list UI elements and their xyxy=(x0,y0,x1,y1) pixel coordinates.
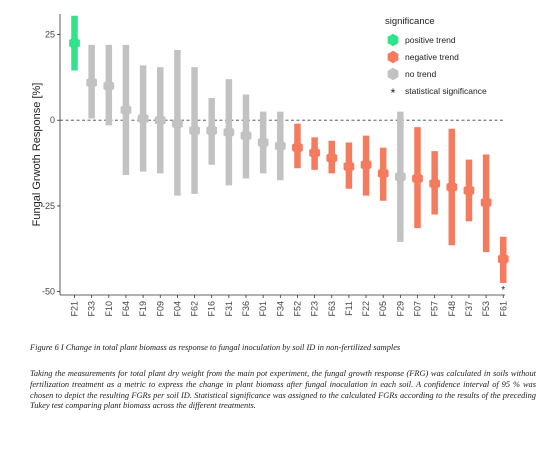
fgr-point-f21 xyxy=(69,36,80,50)
y-tick-label: -25 xyxy=(42,201,55,211)
fgr-point-f36 xyxy=(240,129,252,142)
fgr-point-f22 xyxy=(360,158,372,171)
x-tick-label: F62 xyxy=(190,301,200,317)
x-tick-label: F05 xyxy=(378,301,388,317)
fgr-point-f09 xyxy=(154,114,166,127)
fgr-point-f10 xyxy=(103,79,115,93)
plot-area: 25 0 -25 -50 Fungal Grwoth Response [%] F21 F3… xyxy=(31,14,509,317)
fgr-point-f48 xyxy=(446,180,458,194)
fgr-point-f33 xyxy=(86,76,98,89)
legend-label-positive: positive trend xyxy=(405,35,456,45)
legend: significance positive trend negative trend… xyxy=(385,16,487,100)
legend-label-negative: negative trend xyxy=(405,52,459,62)
legend-key-positive xyxy=(387,33,399,47)
fgr-point-f07 xyxy=(412,172,423,185)
x-tick-label: F34 xyxy=(275,301,285,317)
y-tick-label: 25 xyxy=(45,30,55,40)
legend-key-negative xyxy=(387,50,399,64)
fgr-point-f57 xyxy=(429,177,441,190)
x-tick-label: F22 xyxy=(361,301,371,317)
x-tick-label: F21 xyxy=(70,301,80,317)
x-tick-label: F52 xyxy=(292,301,302,317)
fgr-point-f62 xyxy=(189,124,200,137)
legend-label-significant: statistical significance xyxy=(405,86,487,96)
y-tick-label: 0 xyxy=(50,115,55,125)
x-tick-label: F19 xyxy=(138,301,148,317)
x-tick-label: F11 xyxy=(344,301,354,316)
fgr-point-f63 xyxy=(326,151,338,165)
significance-star: * xyxy=(501,285,505,296)
figure-caption-body: Taking the measurements for total plant … xyxy=(30,369,536,411)
y-axis-title: Fungal Grwoth Response [%] xyxy=(31,83,43,227)
legend-title: significance xyxy=(385,16,435,27)
x-tick-label: F23 xyxy=(310,301,320,317)
x-tick-label: F31 xyxy=(224,301,234,317)
fgr-point-f61 xyxy=(497,252,509,266)
fgr-point-f31 xyxy=(223,126,235,139)
x-tick-label: F48 xyxy=(447,301,457,317)
x-tick-label: F64 xyxy=(121,301,131,317)
x-tick-label: F09 xyxy=(155,301,165,317)
fgr-point-f53 xyxy=(480,196,492,209)
x-tick-label: F57 xyxy=(430,301,440,317)
fgr-point-f37 xyxy=(463,184,475,197)
fgr-point-f11 xyxy=(343,160,355,173)
y-tick-label: -50 xyxy=(42,287,55,297)
fgr-point-f04 xyxy=(172,117,183,130)
x-tick-label: F33 xyxy=(87,301,97,317)
x-tick-label: F37 xyxy=(464,301,474,317)
fgr-point-f29 xyxy=(394,170,406,183)
legend-key-significant: * xyxy=(391,86,396,100)
x-tick-label: F53 xyxy=(481,301,491,317)
x-tick-label: F01 xyxy=(258,301,268,317)
fgr-point-f34 xyxy=(274,139,286,153)
fgr-point-f23 xyxy=(309,146,320,159)
x-tick-label: F04 xyxy=(172,301,182,317)
fgr-point-f16 xyxy=(206,124,218,137)
x-tick-label: F29 xyxy=(395,301,405,317)
x-tick-label: F61 xyxy=(498,301,508,317)
fgr-point-f52 xyxy=(292,141,303,154)
fgr-point-f19 xyxy=(137,112,149,125)
fgr-point-f01 xyxy=(257,136,269,149)
fgr-chart: 25 0 -25 -50 Fungal Grwoth Response [%] F21 F3… xyxy=(31,14,509,317)
fgr-point-f64 xyxy=(120,103,132,117)
legend-label-none: no trend xyxy=(405,69,436,79)
legend-key-none xyxy=(387,67,399,81)
fgr-point-f05 xyxy=(377,167,389,180)
x-tick-label: F36 xyxy=(241,301,251,317)
x-tick-label: F10 xyxy=(104,301,114,317)
x-tick-label: F16 xyxy=(207,301,217,317)
x-tick-label: F63 xyxy=(327,301,337,317)
x-tick-label: F07 xyxy=(413,301,423,317)
figure-caption-title: Figure 6 I Change in total plant biomass… xyxy=(30,343,401,352)
